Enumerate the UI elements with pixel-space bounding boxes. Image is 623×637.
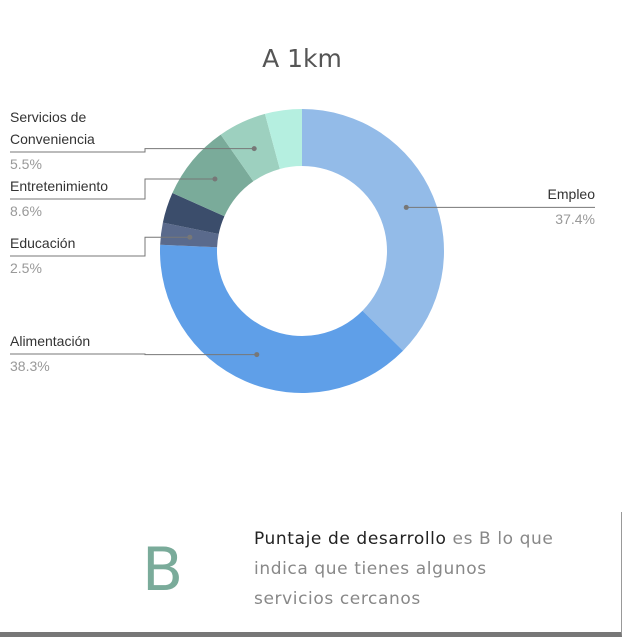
slice-value-label: 37.4%: [555, 211, 595, 228]
slice: [302, 109, 445, 351]
message-text: es B lo que indica que tienes algunos se…: [254, 529, 554, 609]
leader-dot: [403, 204, 409, 210]
leader-dot: [254, 352, 260, 358]
score-card: B Puntaje de desarrollo es B lo que indi…: [0, 512, 622, 637]
leader-line: [10, 178, 215, 200]
chart: A 1km: [10, 44, 595, 393]
grade: B: [142, 535, 184, 605]
slice: [264, 109, 302, 169]
message-highlight: Puntaje de desarrollo: [254, 529, 447, 549]
slice-value-label: 38.3%: [10, 358, 50, 374]
slice-value-label: 5.5%: [10, 156, 42, 172]
slice: [162, 192, 225, 235]
leader-line: [10, 148, 255, 153]
leader-dot: [212, 176, 218, 182]
leader-dot: [251, 146, 257, 152]
slice-value-label: 8.6%: [10, 203, 42, 219]
slice: [159, 244, 404, 393]
chart-title: A 1km: [262, 44, 342, 73]
leader-dot: [187, 234, 193, 240]
leader-line: [10, 236, 190, 257]
slice-label: Servicios de Conveniencia: [10, 109, 95, 147]
slice-label: Alimentación: [10, 333, 91, 349]
slice-value-label: 2.5%: [10, 260, 42, 276]
slice-label: Entretenimiento: [10, 178, 109, 194]
slice-label: Educación: [10, 235, 76, 251]
message: Puntaje de desarrollo es B lo que indica…: [254, 524, 564, 614]
slice: [220, 113, 280, 182]
slice-label: Empleo: [547, 186, 595, 203]
slice: [172, 134, 254, 217]
leader-line: [10, 353, 257, 356]
